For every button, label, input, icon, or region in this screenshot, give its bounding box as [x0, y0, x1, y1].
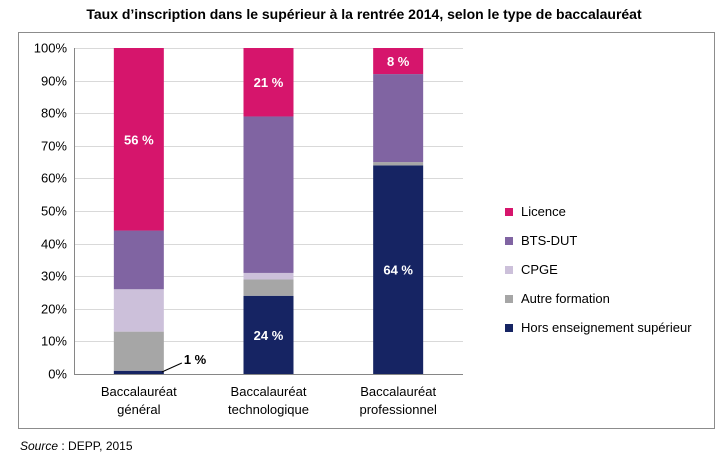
data-label: 24 % [254, 328, 284, 343]
bar-segment [373, 162, 424, 166]
y-tick-label: 0% [48, 367, 67, 382]
legend-item: BTS-DUT [505, 226, 692, 255]
x-tick-label: Baccalauréat [360, 384, 436, 399]
x-tick-label: Baccalauréat [231, 384, 307, 399]
legend-swatch [505, 294, 513, 303]
bar-segment [113, 370, 164, 374]
bar-segment [243, 295, 294, 374]
y-tick-label: 20% [41, 302, 67, 317]
legend-swatch [505, 323, 513, 332]
legend-swatch [505, 265, 513, 274]
chart-title: Taux d’inscription dans le supérieur à l… [86, 6, 642, 22]
y-tick-label: 70% [41, 139, 67, 154]
source-note: Source : DEPP, 2015 [20, 439, 133, 453]
legend-item: CPGE [505, 255, 692, 284]
legend: Licence BTS-DUT CPGE Autre formation Hors en… [505, 197, 692, 342]
bar-segment [373, 48, 424, 75]
source-label: Source [20, 439, 59, 453]
bar-segment [243, 279, 294, 296]
x-tick-label: général [117, 402, 160, 417]
y-tick-label: 10% [41, 334, 67, 349]
bar-segment [243, 272, 294, 280]
bar-segment [113, 289, 164, 332]
bar-segment [243, 48, 294, 117]
data-label: 1 % [184, 352, 207, 367]
legend-label: Hors enseignement supérieur [521, 320, 692, 335]
y-tick-label: 90% [41, 74, 67, 89]
y-tick-label: 30% [41, 269, 67, 284]
bar-segment [243, 116, 294, 273]
data-label: 64 % [383, 263, 413, 278]
y-tick-label: 80% [41, 106, 67, 121]
legend-label: Licence [521, 204, 566, 219]
legend-swatch [505, 236, 513, 245]
leader-line [161, 362, 183, 373]
bar-segment [373, 165, 424, 374]
x-tick-label: technologique [228, 402, 309, 417]
data-label: 21 % [254, 75, 284, 90]
bar-segment [113, 331, 164, 371]
x-tick-label: professionnel [360, 402, 437, 417]
legend-label: Autre formation [521, 291, 610, 306]
legend-item: Licence [505, 197, 692, 226]
legend-item: Autre formation [505, 284, 692, 313]
legend-swatch [505, 207, 513, 216]
x-tick-label: Baccalauréat [101, 384, 177, 399]
data-label: 56 % [124, 132, 154, 147]
bar-segment [113, 230, 164, 290]
plot-area: 0% 10% 20% 30% 40% 50% 60% 70% 80% 90% 100% 1 % 56 %… [34, 41, 463, 417]
y-tick-label: 60% [41, 171, 67, 186]
y-tick-label: 40% [41, 237, 67, 252]
y-tick-label: 50% [41, 204, 67, 219]
legend-label: CPGE [521, 262, 558, 277]
bar-segment [113, 48, 164, 231]
legend-label: BTS-DUT [521, 233, 578, 248]
data-label: 8 % [387, 54, 410, 69]
legend-item: Hors enseignement supérieur [505, 313, 692, 342]
bar-segment [373, 74, 424, 163]
source-text: : DEPP, 2015 [58, 439, 133, 453]
chart-frame: 0% 10% 20% 30% 40% 50% 60% 70% 80% 90% 100% 1 % 56 %… [18, 32, 715, 429]
y-tick-label: 100% [34, 41, 68, 56]
